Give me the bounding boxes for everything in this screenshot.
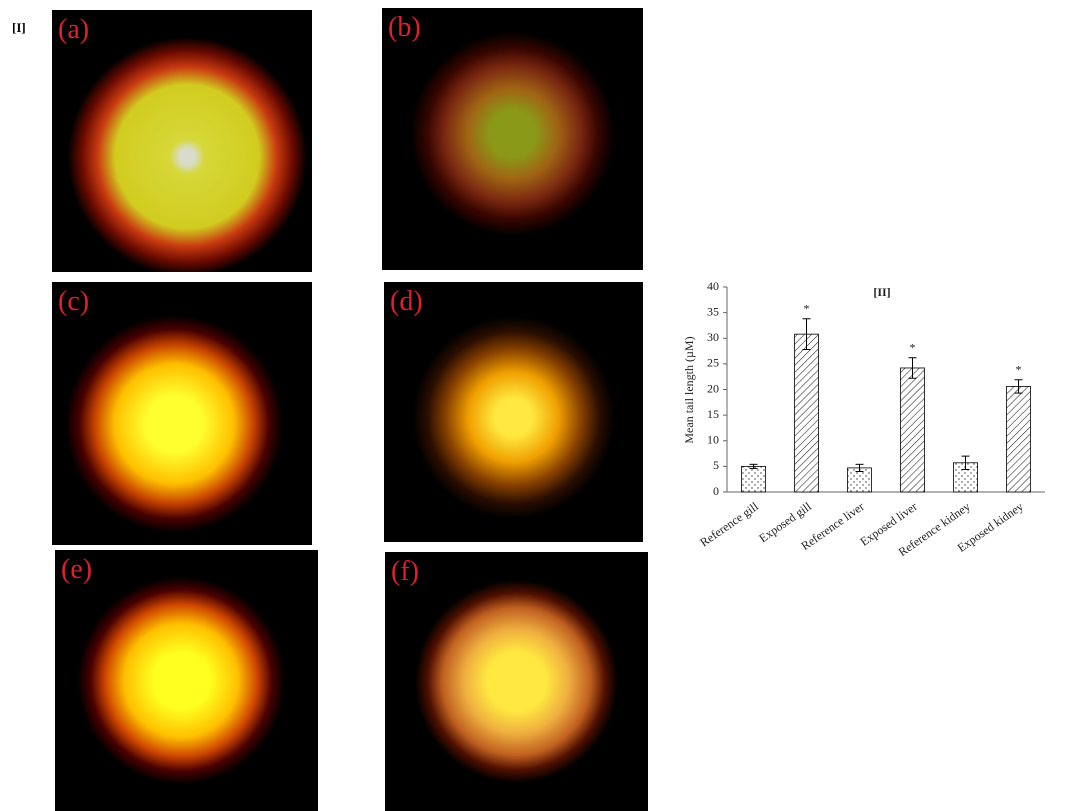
value-label: * <box>1016 363 1022 377</box>
error-bar <box>961 455 970 470</box>
chart-title: [II] <box>873 285 890 299</box>
y-tick-label: 20 <box>707 381 719 395</box>
image-label: (d) <box>390 286 423 317</box>
y-tick-label: 0 <box>713 484 719 498</box>
y-tick-label: 5 <box>713 458 719 472</box>
value-label: * <box>910 340 916 354</box>
micrograph: (a) <box>52 10 312 272</box>
y-axis-label: Mean tail length (µM) <box>682 336 696 443</box>
value-label: * <box>804 302 810 316</box>
bar <box>1006 386 1031 493</box>
y-tick-label: 40 <box>707 279 719 293</box>
y-tick-label: 10 <box>707 433 719 447</box>
panel-label: [I] <box>12 20 26 35</box>
bar <box>741 465 766 493</box>
y-tick-label: 30 <box>707 330 719 344</box>
micrograph: (d) <box>384 282 643 542</box>
error-bar <box>908 357 917 379</box>
error-bar <box>802 318 811 351</box>
error-bar <box>1014 379 1023 394</box>
micrograph: (b) <box>382 8 643 270</box>
image-label: (e) <box>61 554 93 585</box>
error-bar <box>855 463 864 472</box>
x-tick-label: Reference gill <box>697 499 761 550</box>
image-label: (f) <box>391 556 419 587</box>
bar <box>794 333 819 493</box>
image-label: (a) <box>58 14 90 45</box>
image-label: (c) <box>58 286 90 317</box>
y-tick-label: 15 <box>707 407 719 421</box>
y-tick-label: 25 <box>707 356 719 370</box>
micrograph: (c) <box>52 282 312 545</box>
image-label: (b) <box>388 12 421 43</box>
bar <box>900 367 925 493</box>
error-bar <box>749 463 758 469</box>
micrograph: (f) <box>385 552 648 811</box>
micrograph: (e) <box>55 550 318 811</box>
y-tick-label: 35 <box>707 304 719 318</box>
